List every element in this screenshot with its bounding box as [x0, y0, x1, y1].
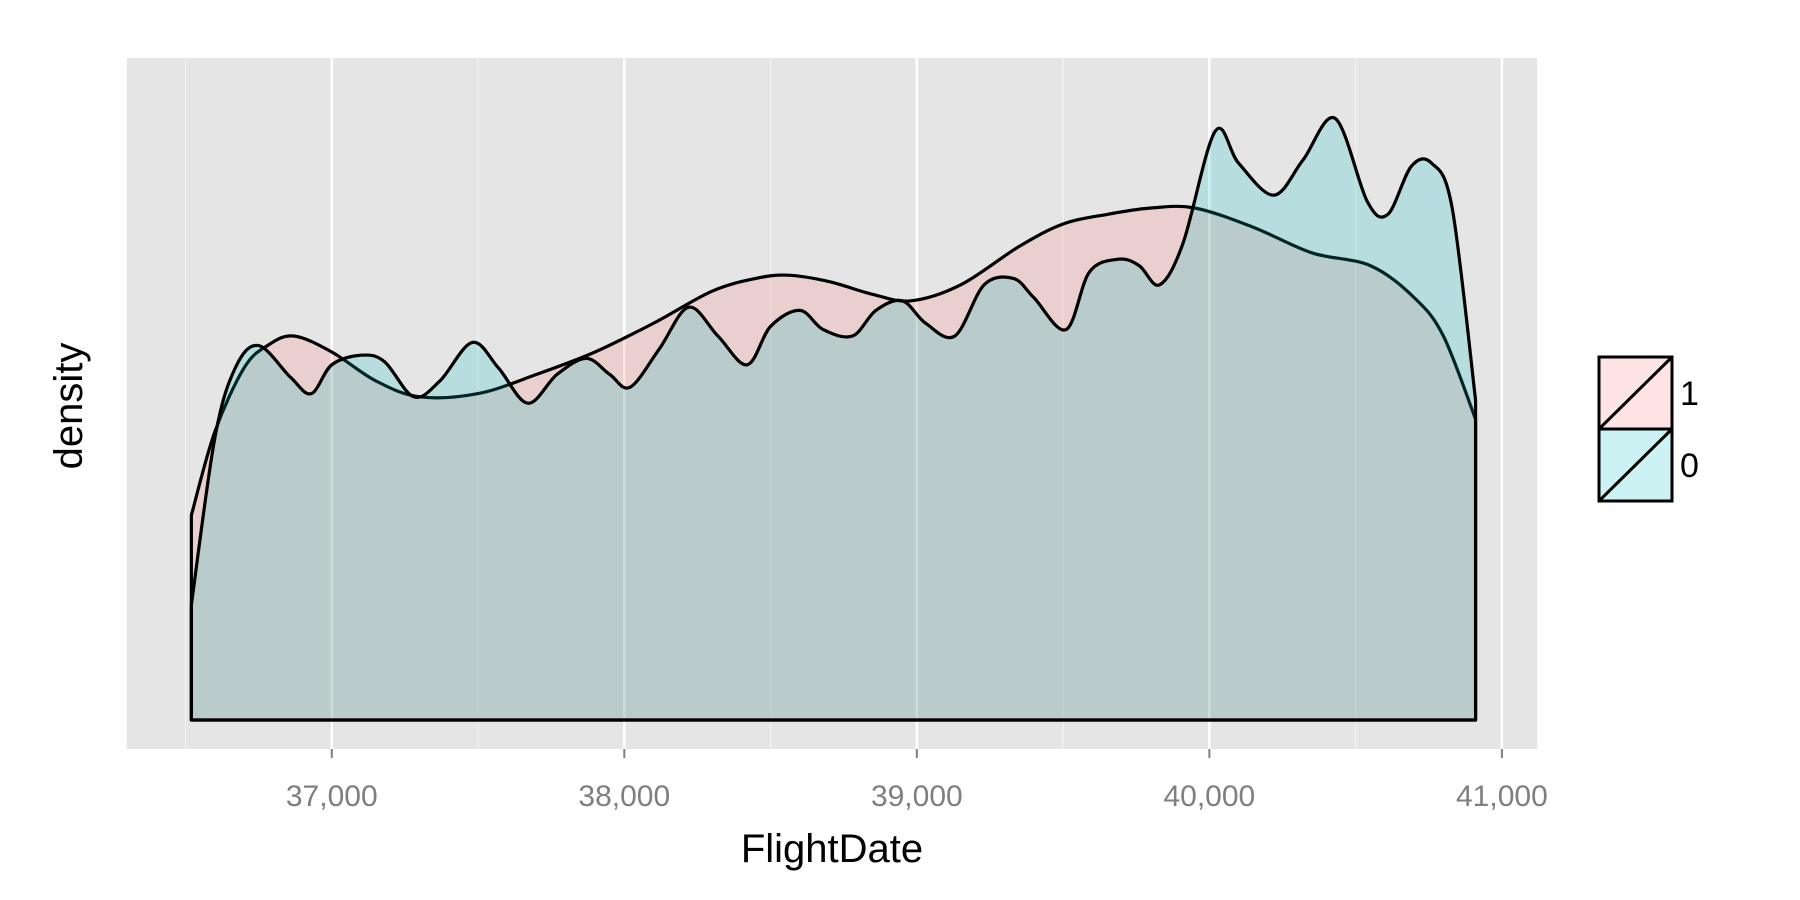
- plot-panel-background: [127, 58, 1537, 749]
- x-axis-tick-labels: 37,000 38,000 39,000 40,000 41,000: [286, 780, 1548, 813]
- grid-minor: [184, 58, 1357, 749]
- x-tick-label: 38,000: [578, 780, 670, 813]
- x-tick-label: 37,000: [286, 780, 378, 813]
- x-tick-label: 40,000: [1163, 780, 1255, 813]
- density-area-0: [189, 115, 1478, 722]
- legend-label: 1: [1680, 375, 1699, 413]
- grid-major: [330, 58, 1504, 749]
- legend: 10: [1597, 355, 1699, 503]
- legend-label: 0: [1680, 447, 1699, 485]
- legend-item-1: 1: [1597, 355, 1699, 431]
- legend-key-diagonal: [1597, 355, 1674, 431]
- x-tick-label: 41,000: [1456, 780, 1548, 813]
- legend-key-diagonal: [1597, 427, 1674, 503]
- x-axis-ticks: [330, 749, 1503, 758]
- x-axis-title: FlightDate: [741, 827, 923, 871]
- density-area-1: [189, 204, 1478, 722]
- density-series: [189, 115, 1478, 722]
- legend-item-0: 0: [1597, 427, 1699, 503]
- x-tick-label: 39,000: [871, 780, 963, 813]
- y-axis-title: density: [47, 343, 91, 470]
